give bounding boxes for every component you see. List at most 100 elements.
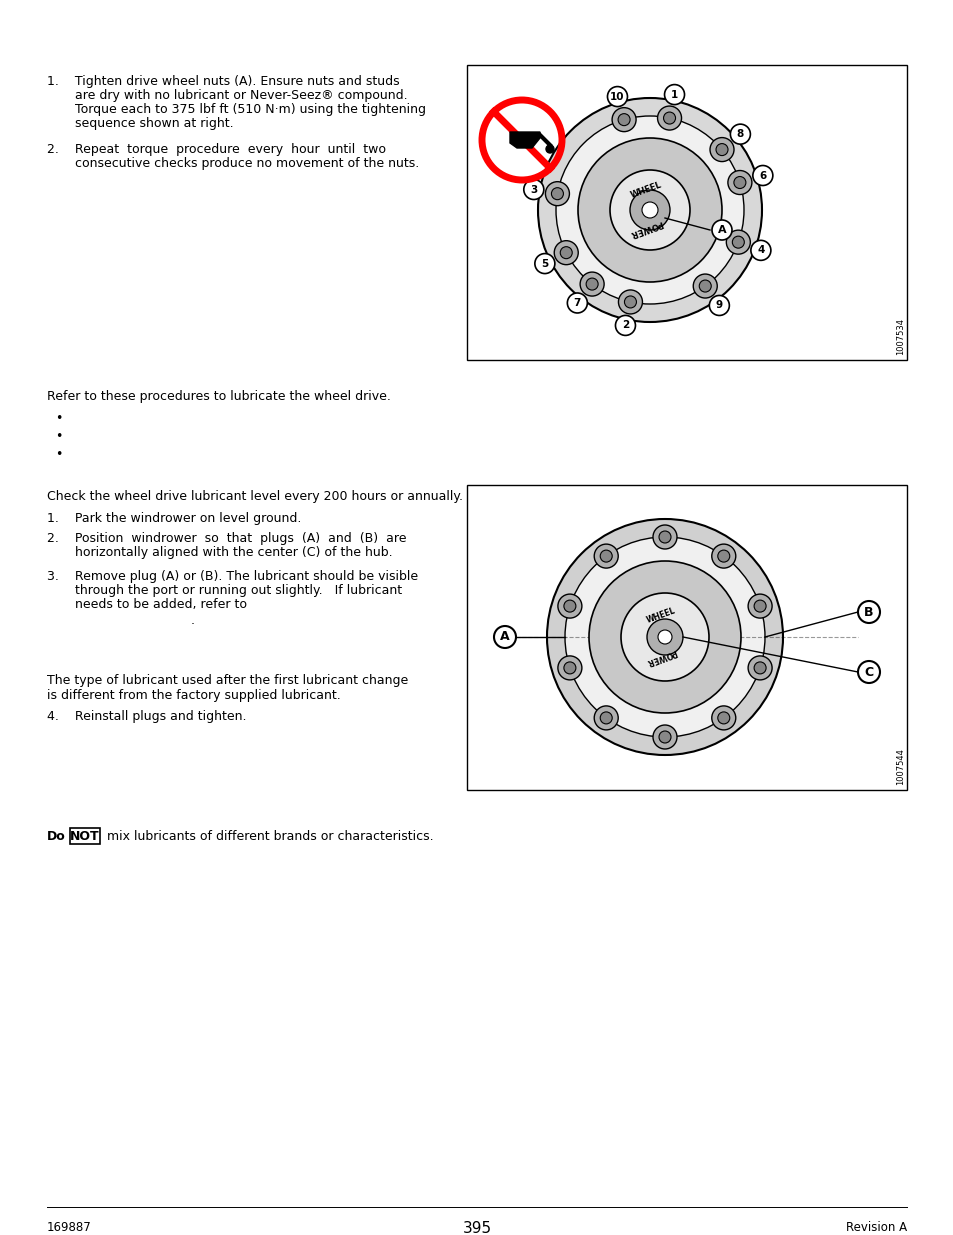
Text: 1.    Tighten drive wheel nuts (A). Ensure nuts and studs: 1. Tighten drive wheel nuts (A). Ensure … xyxy=(47,75,399,88)
Circle shape xyxy=(563,662,576,674)
Circle shape xyxy=(711,220,731,240)
Circle shape xyxy=(709,137,733,162)
Circle shape xyxy=(657,106,680,130)
Text: 1: 1 xyxy=(670,90,678,100)
Text: Check the wheel drive lubricant level every 200 hours or annually.: Check the wheel drive lubricant level ev… xyxy=(47,490,462,503)
Text: mix lubricants of different brands or characteristics.: mix lubricants of different brands or ch… xyxy=(107,830,434,844)
Circle shape xyxy=(579,272,603,296)
Text: 8: 8 xyxy=(736,130,743,140)
Text: 4: 4 xyxy=(757,246,763,256)
Circle shape xyxy=(641,203,658,219)
Text: 6: 6 xyxy=(759,170,765,180)
Text: A: A xyxy=(499,631,509,643)
Text: 1.    Park the windrower on level ground.: 1. Park the windrower on level ground. xyxy=(47,513,301,525)
Circle shape xyxy=(711,545,735,568)
Text: .: . xyxy=(47,614,194,627)
Text: 10: 10 xyxy=(610,91,624,101)
Text: POWER: POWER xyxy=(644,647,677,667)
Text: 9: 9 xyxy=(715,300,722,310)
Circle shape xyxy=(599,550,612,562)
Text: A: A xyxy=(717,225,725,235)
Circle shape xyxy=(753,600,765,613)
Text: through the port or running out slightly.   If lubricant: through the port or running out slightly… xyxy=(47,584,402,597)
Circle shape xyxy=(535,253,555,274)
Circle shape xyxy=(567,293,587,312)
Text: 1007544: 1007544 xyxy=(895,748,904,785)
Circle shape xyxy=(857,601,879,622)
Circle shape xyxy=(732,236,743,248)
Text: 169887: 169887 xyxy=(47,1221,91,1234)
Text: Do: Do xyxy=(47,830,66,844)
Circle shape xyxy=(725,230,750,254)
Circle shape xyxy=(730,125,750,144)
Circle shape xyxy=(563,600,576,613)
Text: WHEEL: WHEEL xyxy=(644,605,676,625)
Text: are dry with no lubricant or Never-Seez® compound.: are dry with no lubricant or Never-Seez®… xyxy=(47,89,407,103)
Text: 2.    Position  windrower  so  that  plugs  (A)  and  (B)  are: 2. Position windrower so that plugs (A) … xyxy=(47,532,406,545)
Text: Revision A: Revision A xyxy=(845,1221,906,1234)
Circle shape xyxy=(599,711,612,724)
Circle shape xyxy=(659,731,670,743)
Circle shape xyxy=(537,98,761,322)
Circle shape xyxy=(620,593,708,680)
Text: 2.    Repeat  torque  procedure  every  hour  until  two: 2. Repeat torque procedure every hour un… xyxy=(47,143,386,156)
FancyBboxPatch shape xyxy=(70,827,100,844)
Circle shape xyxy=(546,519,782,755)
Circle shape xyxy=(699,280,711,291)
Circle shape xyxy=(585,278,598,290)
Circle shape xyxy=(554,241,578,264)
Circle shape xyxy=(578,138,721,282)
Text: sequence shown at right.: sequence shown at right. xyxy=(47,117,233,130)
Text: 5: 5 xyxy=(540,258,548,268)
Circle shape xyxy=(612,107,636,132)
Polygon shape xyxy=(510,132,539,148)
Circle shape xyxy=(618,114,629,126)
Circle shape xyxy=(652,725,677,748)
Text: WHEEL: WHEEL xyxy=(628,180,662,200)
Circle shape xyxy=(753,662,765,674)
Circle shape xyxy=(659,531,670,543)
Circle shape xyxy=(646,619,682,655)
Text: 3.    Remove plug (A) or (B). The lubricant should be visible: 3. Remove plug (A) or (B). The lubricant… xyxy=(47,571,417,583)
Circle shape xyxy=(658,630,671,643)
Circle shape xyxy=(559,247,572,258)
Text: needs to be added, refer to: needs to be added, refer to xyxy=(47,598,247,611)
Circle shape xyxy=(618,290,641,314)
Circle shape xyxy=(624,296,636,308)
Circle shape xyxy=(594,545,618,568)
Text: 7: 7 xyxy=(573,298,580,308)
Bar xyxy=(467,485,906,790)
Circle shape xyxy=(564,537,764,737)
Text: Refer to these procedures to lubricate the wheel drive.: Refer to these procedures to lubricate t… xyxy=(47,390,391,403)
Circle shape xyxy=(711,706,735,730)
Circle shape xyxy=(556,116,743,304)
Circle shape xyxy=(663,112,675,124)
Circle shape xyxy=(551,188,563,200)
Text: B: B xyxy=(863,605,873,619)
Text: horizontally aligned with the center (C) of the hub.: horizontally aligned with the center (C)… xyxy=(47,546,393,559)
Circle shape xyxy=(664,84,684,105)
Circle shape xyxy=(727,170,751,195)
Text: 395: 395 xyxy=(462,1221,491,1235)
Text: 3: 3 xyxy=(530,184,537,194)
Text: Torque each to 375 lbf ft (510 N·m) using the tightening: Torque each to 375 lbf ft (510 N·m) usin… xyxy=(47,103,426,116)
Bar xyxy=(467,65,906,359)
Circle shape xyxy=(607,86,627,106)
Circle shape xyxy=(588,561,740,713)
Circle shape xyxy=(750,241,770,261)
Circle shape xyxy=(716,143,727,156)
Text: consecutive checks produce no movement of the nuts.: consecutive checks produce no movement o… xyxy=(47,157,418,170)
Circle shape xyxy=(558,594,581,618)
Circle shape xyxy=(609,170,689,249)
Text: C: C xyxy=(863,666,873,678)
Circle shape xyxy=(558,656,581,680)
Circle shape xyxy=(545,144,554,153)
Circle shape xyxy=(752,165,772,185)
Circle shape xyxy=(629,190,669,230)
Circle shape xyxy=(717,550,729,562)
Circle shape xyxy=(693,274,717,298)
Text: NOT: NOT xyxy=(71,830,100,842)
Circle shape xyxy=(857,661,879,683)
Text: 2: 2 xyxy=(621,320,628,331)
Text: •: • xyxy=(55,430,62,443)
